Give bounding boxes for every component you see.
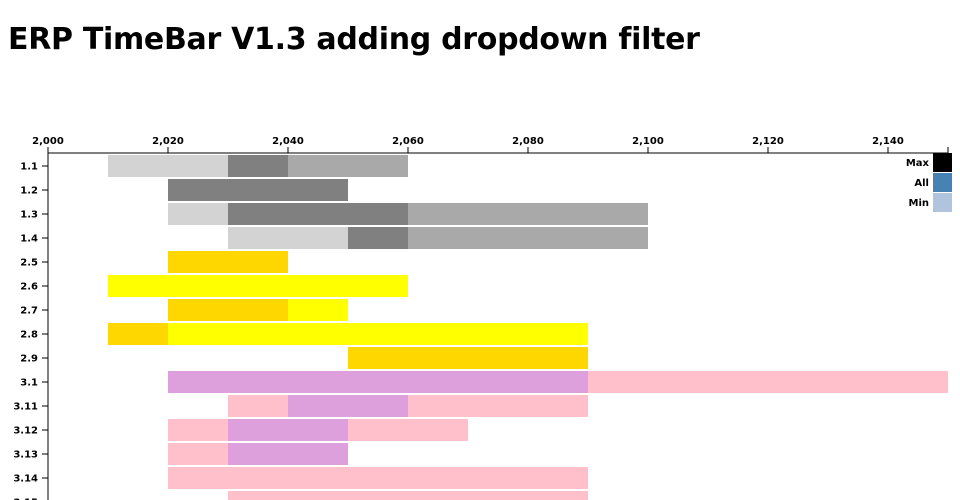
bar-segment-1.1[interactable] [288,155,408,177]
bar-segment-2.8[interactable] [168,323,588,345]
y-tick-label: 2.7 [20,306,38,317]
bar-segment-3.13[interactable] [228,443,348,465]
bar-segment-1.1[interactable] [228,155,288,177]
y-tick-label: 2.6 [20,282,38,293]
y-tick-label: 1.2 [20,186,38,197]
bar-segment-3.12[interactable] [348,419,468,441]
bar-segment-3.1[interactable] [588,371,948,393]
bar-segment-1.4[interactable] [228,227,348,249]
x-tick-label: 2,020 [152,136,184,147]
bar-segment-2.7[interactable] [288,299,348,321]
bar-segment-1.3[interactable] [228,203,408,225]
bar-segment-2.6[interactable] [108,275,408,297]
bar-segment-2.9[interactable] [348,347,588,369]
bar-segment-3.12[interactable] [228,419,348,441]
y-axis: 1.1 1.2 1.3 1.4 2.5 2.6 2.7 2.8 2.9 3.1 3.11 3.12 3.… [13,162,48,500]
legend-label-min[interactable]: Min [909,198,930,209]
x-tick-label: 2,100 [632,136,664,147]
bar-segment-1.1[interactable] [108,155,228,177]
legend: Max All Min [906,153,952,212]
y-tick-label: 3.12 [13,426,38,437]
bar-segment-3.14[interactable] [168,467,588,489]
x-tick-label: 2,140 [872,136,904,147]
y-tick-label: 2.9 [20,354,38,365]
x-tick-label: 2,040 [272,136,304,147]
bar-segment-3.11[interactable] [228,395,288,417]
legend-label-max[interactable]: Max [906,158,930,169]
y-tick-label: 1.4 [20,234,38,245]
legend-swatch-min[interactable] [933,193,952,212]
bar-segment-1.2[interactable] [168,179,348,201]
y-tick-label: 1.1 [20,162,38,173]
bar-segment-1.3[interactable] [408,203,648,225]
bar-segment-3.11[interactable] [288,395,408,417]
bar-segment-2.7[interactable] [168,299,288,321]
bar-segment-2.8[interactable] [108,323,168,345]
y-tick-label: 1.3 [20,210,38,221]
y-tick-label: 3.1 [20,378,38,389]
bar-segment-2.5[interactable] [168,251,288,273]
bar-segment-3.13[interactable] [168,443,228,465]
bar-segment-3.11[interactable] [408,395,588,417]
page-title: ERP TimeBar V1.3 adding dropdown filter [8,22,700,57]
bar-segment-3.15[interactable] [228,491,588,500]
y-tick-label: 3.15 [13,498,38,500]
x-axis: 2,000 2,020 2,040 2,060 2,080 2,100 2,120 2,140 [32,136,949,500]
bar-segment-1.3[interactable] [168,203,228,225]
bars-area [108,155,948,500]
x-tick-label: 2,000 [32,136,64,147]
y-tick-label: 2.5 [20,258,38,269]
x-tick-label: 2,080 [512,136,544,147]
legend-swatch-max[interactable] [933,153,952,172]
bar-segment-3.1[interactable] [168,371,588,393]
y-tick-label: 3.14 [13,474,38,485]
bar-segment-3.12[interactable] [168,419,228,441]
x-tick-label: 2,060 [392,136,424,147]
y-tick-label: 2.8 [20,330,38,341]
y-tick-label: 3.11 [13,402,38,413]
x-tick-label: 2,120 [752,136,784,147]
legend-swatch-all[interactable] [933,173,952,192]
y-tick-label: 3.13 [13,450,38,461]
bar-segment-1.4[interactable] [408,227,648,249]
bar-segment-1.4[interactable] [348,227,408,249]
legend-label-all[interactable]: All [914,178,929,189]
